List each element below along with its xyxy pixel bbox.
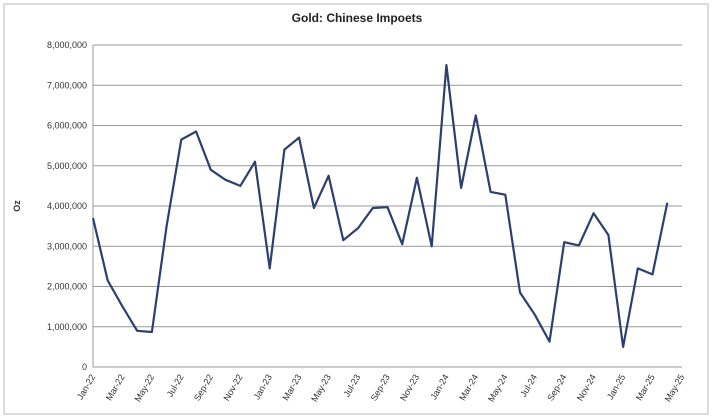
y-tick-label: 6,000,000: [47, 121, 87, 131]
chart-title: Gold: Chinese Impoets: [292, 11, 423, 25]
y-tick-label: 0: [82, 362, 87, 372]
y-tick-label: 4,000,000: [47, 201, 87, 211]
y-tick-label: 3,000,000: [47, 241, 87, 251]
y-axis-label: Oz: [12, 200, 22, 212]
chart-frame: [3, 3, 709, 415]
y-tick-label: 1,000,000: [47, 322, 87, 332]
y-tick-label: 2,000,000: [47, 282, 87, 292]
data-line: [91, 63, 669, 348]
y-tick-label: 8,000,000: [47, 40, 87, 50]
y-tick-label: 7,000,000: [47, 80, 87, 90]
y-tick-label: 5,000,000: [47, 161, 87, 171]
